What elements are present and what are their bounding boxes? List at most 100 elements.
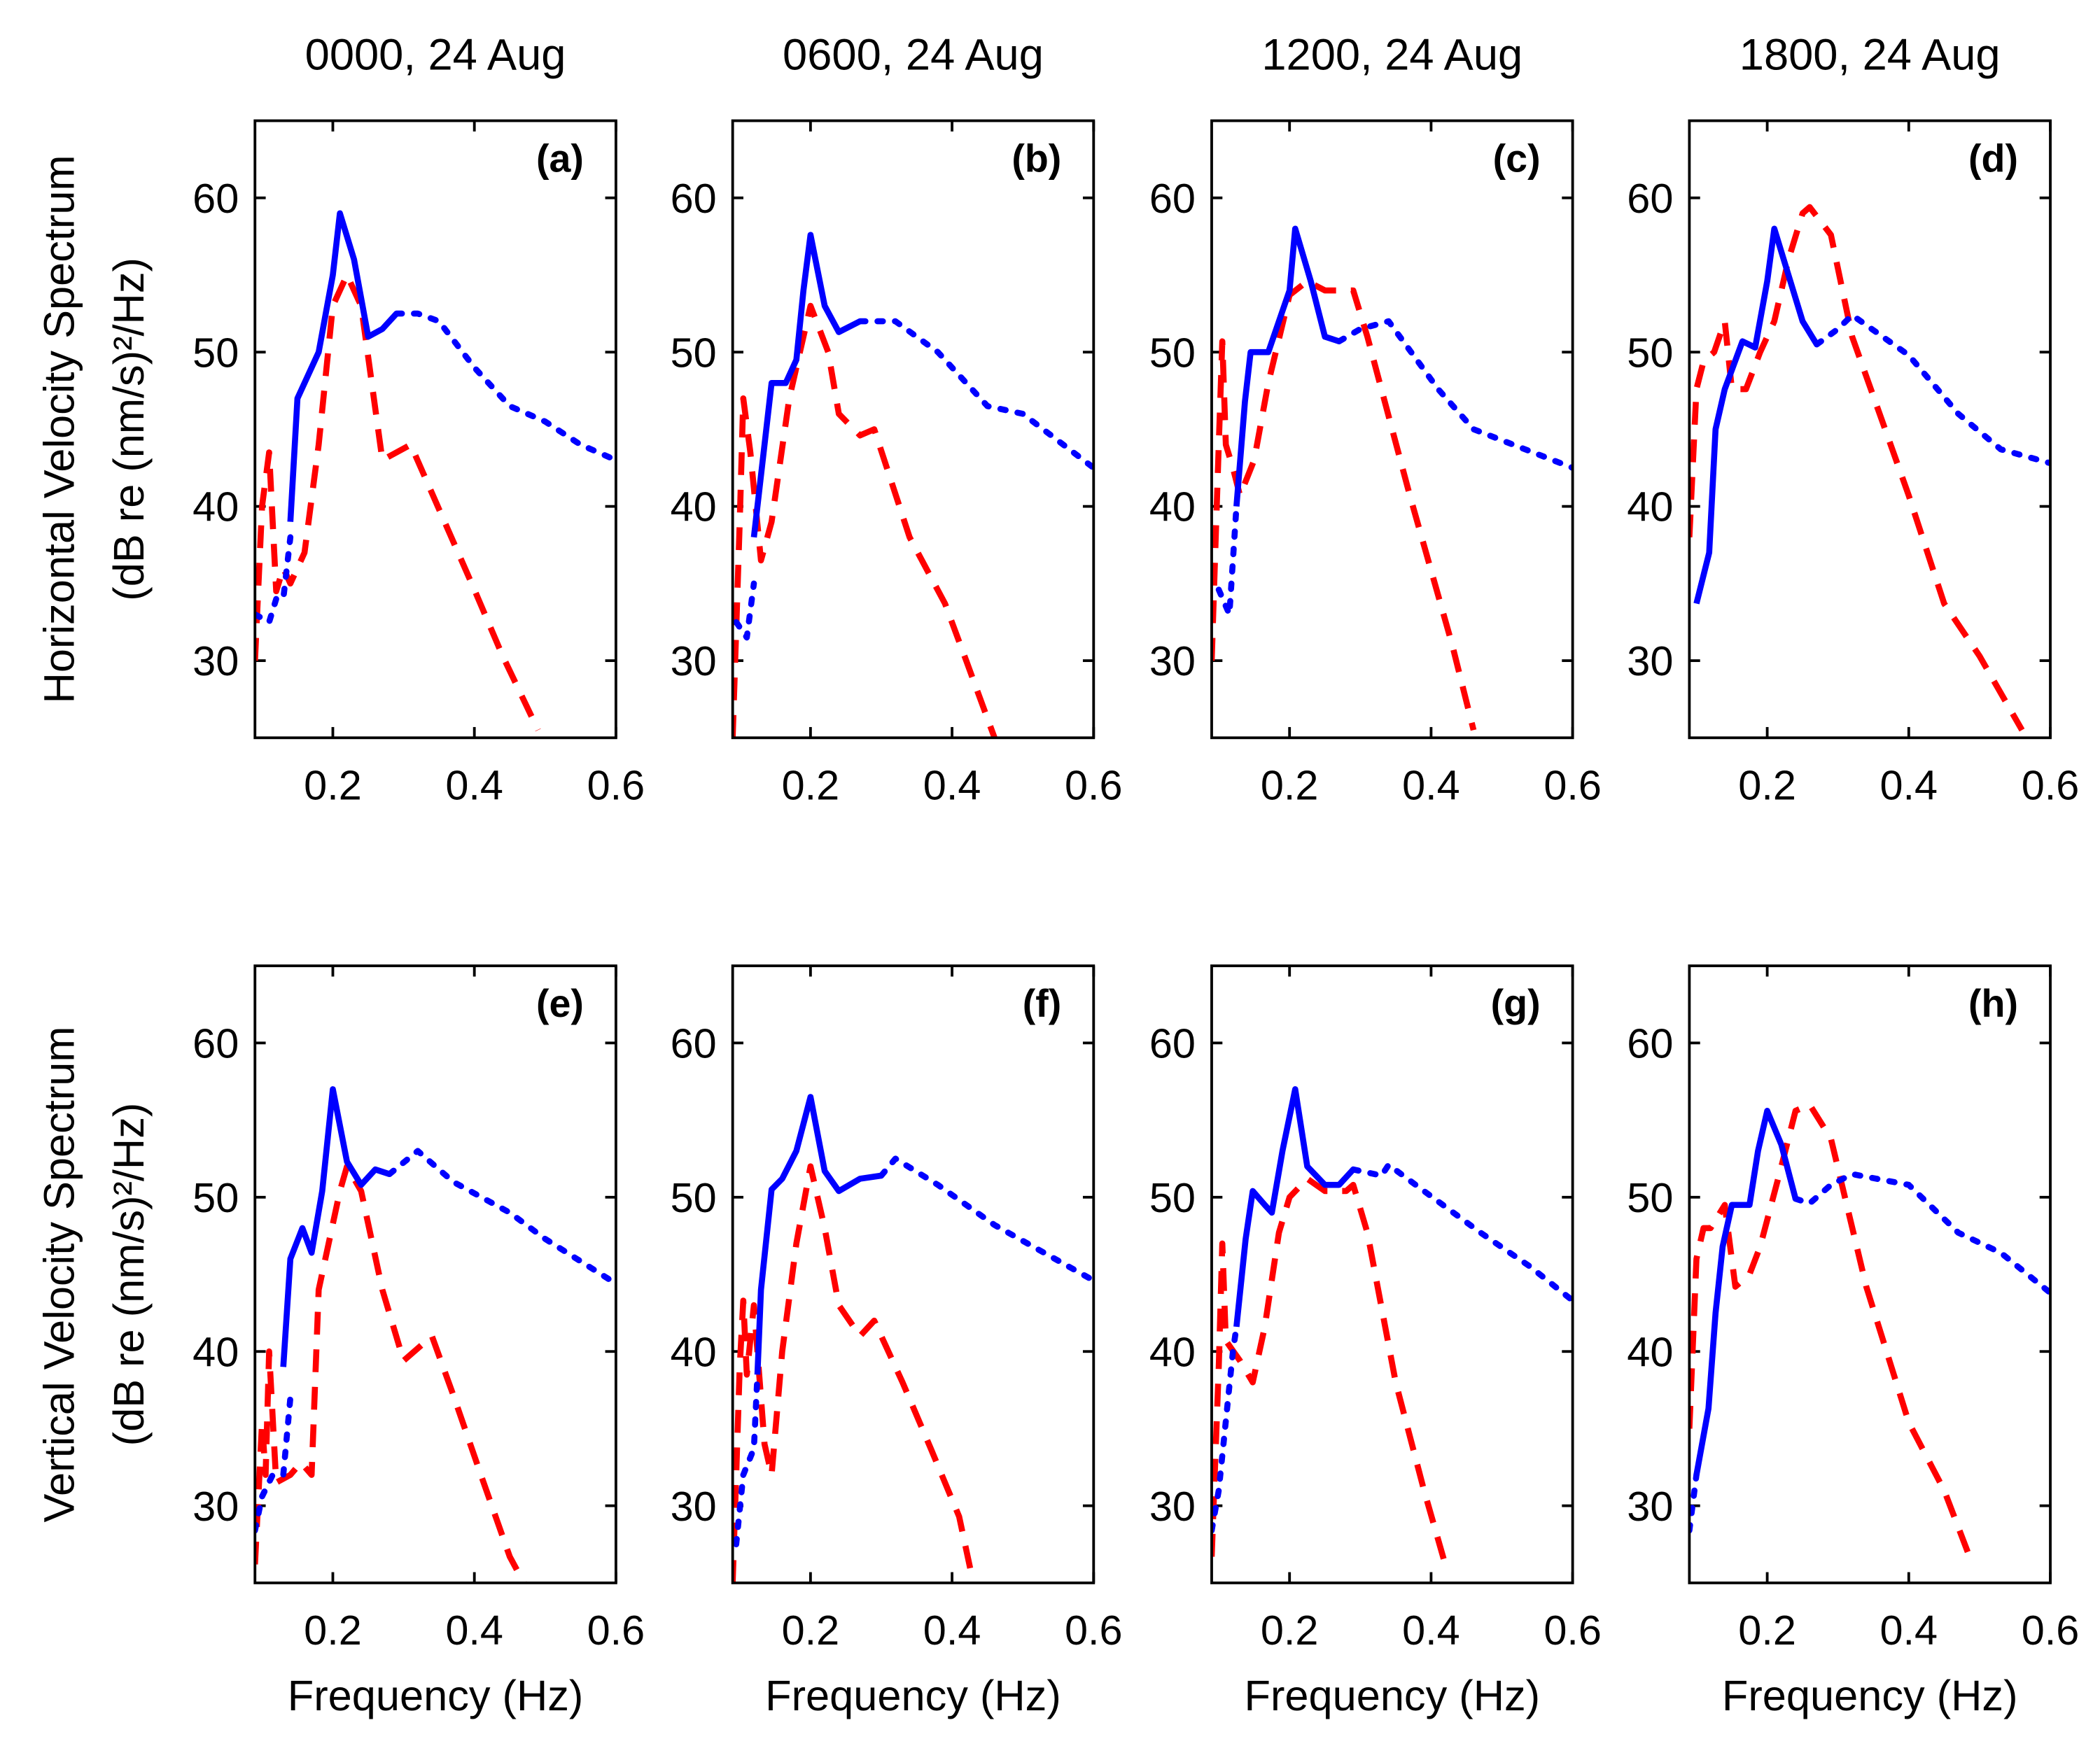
series-line [1814,311,2051,467]
series-line [1211,278,1477,731]
series-line [857,318,1094,471]
y-tick-label: 50 [1149,329,1196,376]
y-tick-label: 30 [671,638,717,684]
y-tick-label: 60 [1627,1020,1673,1066]
series-line [1336,318,1573,471]
series-line [393,310,616,463]
x-tick-label: 0.6 [1065,1607,1123,1654]
x-tick-label: 0.2 [1738,761,1796,808]
plot-area [255,210,616,732]
x-tick-label: 0.2 [782,761,840,808]
panel: 1800, 24 Aug 0.2 0.4 0.6 30 40 50 60 (d) [1627,31,2079,809]
y-tick-label: 40 [192,484,239,530]
x-tick-label: 0.4 [1880,1607,1938,1654]
x-tick-label: 0.2 [1261,761,1319,808]
series-line [732,1163,976,1583]
series-line [1211,1176,1448,1565]
panel: 0.2 0.4 0.6 30 40 50 60 (g) Frequency (Hz) [1149,964,1602,1719]
series-line [733,1372,761,1548]
panel: 0.2 0.4 0.6 30 40 50 60 (e) Frequency (Hz) Vertic… [34,964,645,1719]
x-tick-label: 0.2 [304,1607,362,1654]
x-tick-label: 0.6 [2022,761,2080,808]
panel-title: 0600, 24 Aug [783,31,1044,80]
y-tick-label: 50 [671,1174,717,1221]
series-line [1693,1108,1799,1476]
series-line [255,1163,527,1583]
y-tick-label: 30 [1149,638,1196,684]
series-line [1211,1323,1240,1534]
y-tick-label: 40 [1149,484,1196,530]
y-tick-label: 40 [1627,1328,1673,1375]
series-line [1233,225,1340,507]
x-tick-label: 0.2 [1738,1607,1796,1654]
panel: 0.2 0.4 0.6 30 40 50 60 (h) Frequency (Hz) [1627,964,2080,1719]
plot-area [732,1094,1094,1583]
series-line [733,580,757,641]
y-tick-label: 40 [192,1328,239,1375]
series-line [1689,1101,1975,1565]
y-axis-label: Horizontal Velocity Spectrum [34,155,83,703]
series-line [280,1086,391,1367]
y-axis-label: (dB re (nm/s)²/Hz) [104,1103,153,1446]
y-tick-label: 30 [1627,1483,1673,1530]
series-line [732,302,997,738]
plot-area [732,232,1094,738]
x-axis-label: Frequency (Hz) [1245,1671,1541,1719]
series-line [1350,1162,1573,1304]
axes-box [731,964,1096,1584]
y-tick-label: 60 [192,175,239,222]
x-tick-label: 0.4 [1880,761,1938,808]
y-tick-label: 30 [192,1483,239,1530]
y-tick-label: 30 [671,1483,717,1530]
plot-area [1211,1086,1573,1565]
panel: 0600, 24 Aug 0.2 0.4 0.6 30 40 50 60 (b) [671,31,1123,809]
axes-box [253,964,617,1584]
x-tick-label: 0.4 [445,761,503,808]
x-tick-label: 0.6 [2022,1607,2080,1654]
panel-title: 1200, 24 Aug [1261,31,1522,80]
axes-box [1688,964,2052,1584]
y-axis-label: (dB re (nm/s)²/Hz) [104,258,153,601]
plot-area [255,1086,616,1583]
plot-area [1689,204,2051,732]
panel-label: (b) [1011,136,1061,180]
series-line [750,232,862,538]
panel-label: (e) [536,982,584,1025]
plot-area [1211,225,1573,731]
panel-label: (a) [536,136,584,180]
axes-box [253,119,617,740]
y-tick-label: 40 [671,484,717,530]
x-tick-label: 0.6 [1544,761,1602,808]
series-line [255,272,541,732]
y-tick-label: 50 [192,1174,239,1221]
axes-box [1210,964,1574,1584]
panel-label: (c) [1493,136,1541,180]
panel: 0.2 0.4 0.6 30 40 50 60 (f) Frequency (Hz) [671,964,1123,1719]
y-tick-label: 30 [1149,1483,1196,1530]
y-tick-label: 50 [671,329,717,376]
axes-box [1688,119,2052,740]
y-tick-label: 60 [1149,175,1196,222]
x-tick-label: 0.4 [1402,761,1460,808]
series-line [386,1148,616,1287]
series-line [255,534,294,626]
y-tick-label: 40 [1627,484,1673,530]
x-tick-label: 0.2 [1261,1607,1319,1654]
x-axis-label: Frequency (Hz) [1722,1671,2018,1719]
panel: 1200, 24 Aug 0.2 0.4 0.6 30 40 50 60 (c) [1149,31,1602,809]
x-tick-label: 0.4 [445,1607,503,1654]
axes-box [1210,119,1574,740]
series-line [754,1094,882,1375]
panel: 0000, 24 Aug 0.2 0.4 0.6 30 40 50 60 (a) Horizont… [34,31,645,809]
x-tick-label: 0.6 [587,1607,645,1654]
x-tick-label: 0.2 [782,1607,840,1654]
plot-area [1689,1101,2051,1565]
panel-label: (f) [1023,982,1062,1025]
x-tick-label: 0.2 [304,761,362,808]
y-tick-label: 60 [192,1020,239,1066]
y-tick-label: 60 [671,175,717,222]
y-tick-label: 50 [1627,329,1673,376]
y-tick-label: 60 [1149,1020,1196,1066]
